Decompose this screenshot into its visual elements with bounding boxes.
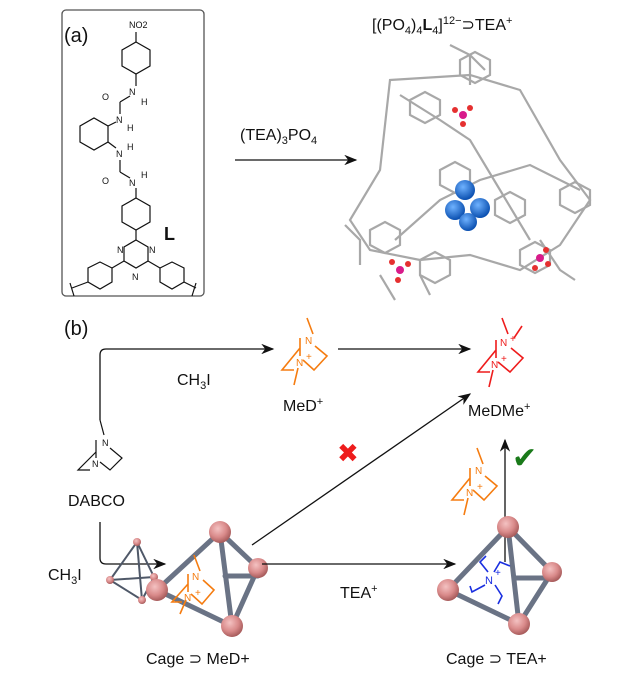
cage-route-arrow (99, 522, 167, 570)
panel-a-label: (a) (64, 25, 88, 47)
blocked-arrow (251, 393, 472, 546)
ligand-structure: NO2 N H O N H N H O N H N N (69, 20, 197, 297)
reagent-label: (TEA)3PO4 (240, 127, 317, 147)
atom-n-plus: N (500, 338, 507, 349)
cage-tea: N + (437, 516, 562, 635)
atom-h: H (127, 142, 134, 152)
top-route-arrow (99, 343, 275, 420)
atom-n: N (117, 245, 124, 255)
medme-molecule: N N + + (476, 317, 525, 388)
panel-a: (a) NO2 N H O N H N H O N H (61, 9, 592, 301)
small-cage-icon (106, 538, 158, 604)
plus-charge: + (306, 352, 312, 363)
plus-charge: + (195, 588, 201, 599)
ligand-name: L (164, 224, 175, 244)
med-label: MeD+ (283, 396, 323, 415)
atom-n: N (129, 87, 136, 97)
panel-b: (b) N N DABCO CH3I N N + MeD+ N N + + Me… (48, 317, 562, 668)
tea-label: TEA+ (340, 583, 378, 602)
atom-o: O (102, 92, 109, 102)
panel-b-label: (b) (64, 318, 88, 340)
medme-label: MeDMe+ (468, 401, 530, 420)
atom-n-plus: N (491, 360, 498, 371)
reagent-top-label: CH3I (177, 372, 211, 392)
dabco-label: DABCO (68, 493, 125, 510)
atom-n: N (116, 149, 123, 159)
cross-icon: ✖ (337, 439, 359, 469)
crystal-structure (344, 44, 592, 301)
atom-h: H (127, 123, 134, 133)
atom-n: N (132, 272, 139, 282)
check-icon: ✔ (512, 441, 537, 476)
cage-med-label: Cage ⊃ MeD+ (146, 651, 250, 668)
atom-n-plus: N (485, 575, 493, 587)
atom-n-plus: N (466, 488, 473, 499)
atom-h: H (141, 97, 148, 107)
cage-tea-label: Cage ⊃ TEA+ (446, 651, 547, 668)
atom-o: O (102, 176, 109, 186)
med-released-molecule: N N + (450, 447, 499, 516)
product-title: [(PO4)4L4]12−⊃TEA+ (372, 15, 512, 37)
atom-n: N (129, 178, 136, 188)
atom-n: N (116, 115, 123, 125)
plus-charge: + (495, 568, 501, 579)
atom-n-plus: N (184, 593, 191, 604)
atom-n: N (305, 336, 312, 347)
atom-n: N (102, 438, 109, 448)
atom-h: H (141, 170, 148, 180)
atom-n: N (92, 459, 99, 469)
atom-n: N (475, 466, 482, 477)
dabco-molecule: N N (76, 419, 123, 471)
med-molecule: N N + (280, 317, 329, 386)
ligand-box (61, 9, 205, 297)
atom-n: N (192, 572, 199, 583)
atom-n-plus: N (296, 358, 303, 369)
cage-med: N N + (146, 521, 268, 637)
reagent-left-label: CH3I (48, 567, 82, 587)
plus-charge: + (501, 354, 507, 365)
nitro-group-label: NO2 (129, 20, 148, 30)
plus-charge: + (477, 482, 483, 493)
atom-n: N (149, 245, 156, 255)
plus-charge: + (510, 334, 516, 345)
